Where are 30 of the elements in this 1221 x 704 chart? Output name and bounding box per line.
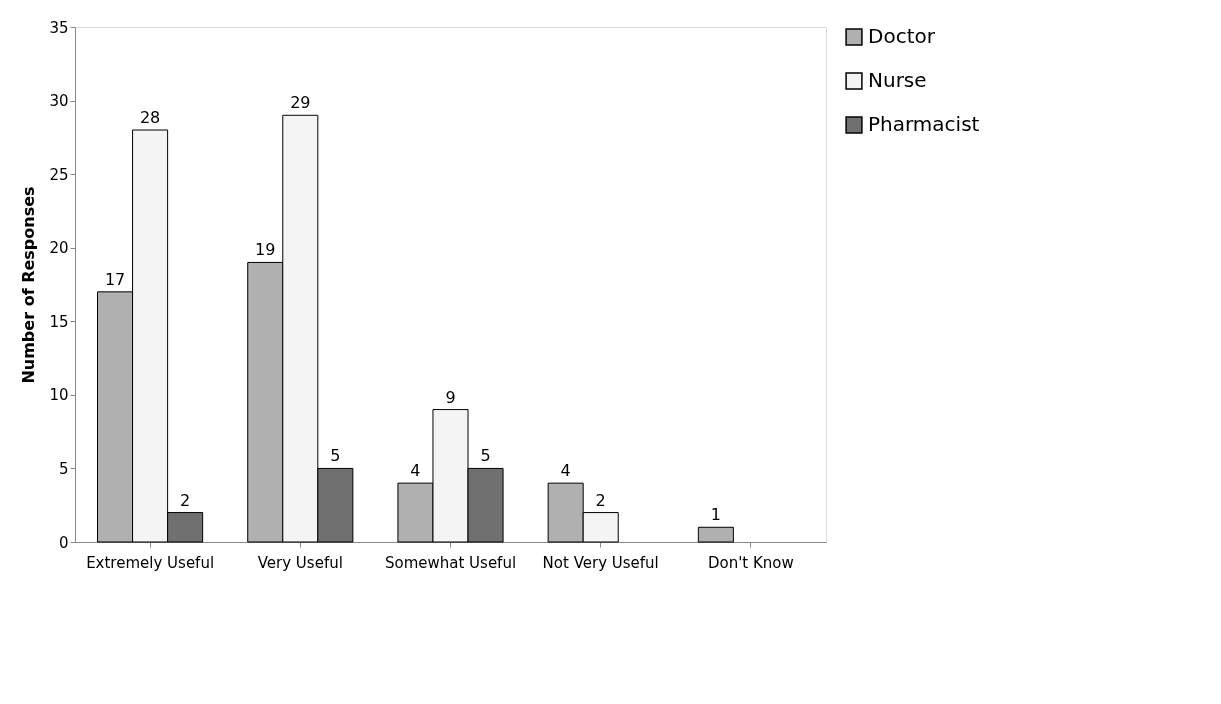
y-tick-label: 30 (49, 92, 69, 111)
data-label: 4 (410, 461, 421, 481)
data-label: 5 (480, 446, 491, 466)
bar (697, 526, 734, 543)
x-tick-label: Extremely Useful (86, 553, 215, 572)
x-tick-label: Not Very Useful (542, 553, 659, 572)
legend-label: Doctor (868, 24, 936, 48)
y-tick-label: 25 (49, 165, 69, 184)
y-tick-label: 20 (49, 239, 69, 258)
data-label: 29 (290, 93, 311, 113)
data-label: 28 (139, 108, 161, 127)
data-label: 2 (180, 490, 191, 510)
y-tick-label: 10 (49, 386, 69, 405)
y-tick-label: 5 (58, 459, 69, 478)
data-label: 17 (104, 269, 126, 289)
data-label: 1 (710, 505, 721, 525)
data-label: 19 (255, 240, 276, 260)
y-tick-label: 35 (49, 18, 69, 37)
legend-label: Pharmacist (868, 112, 980, 136)
x-tick-label: Don't Know (708, 553, 794, 572)
data-label: 9 (445, 387, 456, 407)
data-label: 5 (330, 446, 341, 466)
y-tick-label: 15 (49, 312, 69, 331)
data-label: 4 (560, 461, 571, 481)
x-tick-label: Very Useful (257, 553, 343, 572)
y-tick-label: 0 (58, 533, 69, 552)
y-axis-title: Number of Responses (19, 186, 39, 384)
legend-label: Nurse (868, 68, 927, 92)
x-tick-label: Somewhat Useful (384, 553, 517, 572)
data-label: 2 (595, 490, 606, 510)
